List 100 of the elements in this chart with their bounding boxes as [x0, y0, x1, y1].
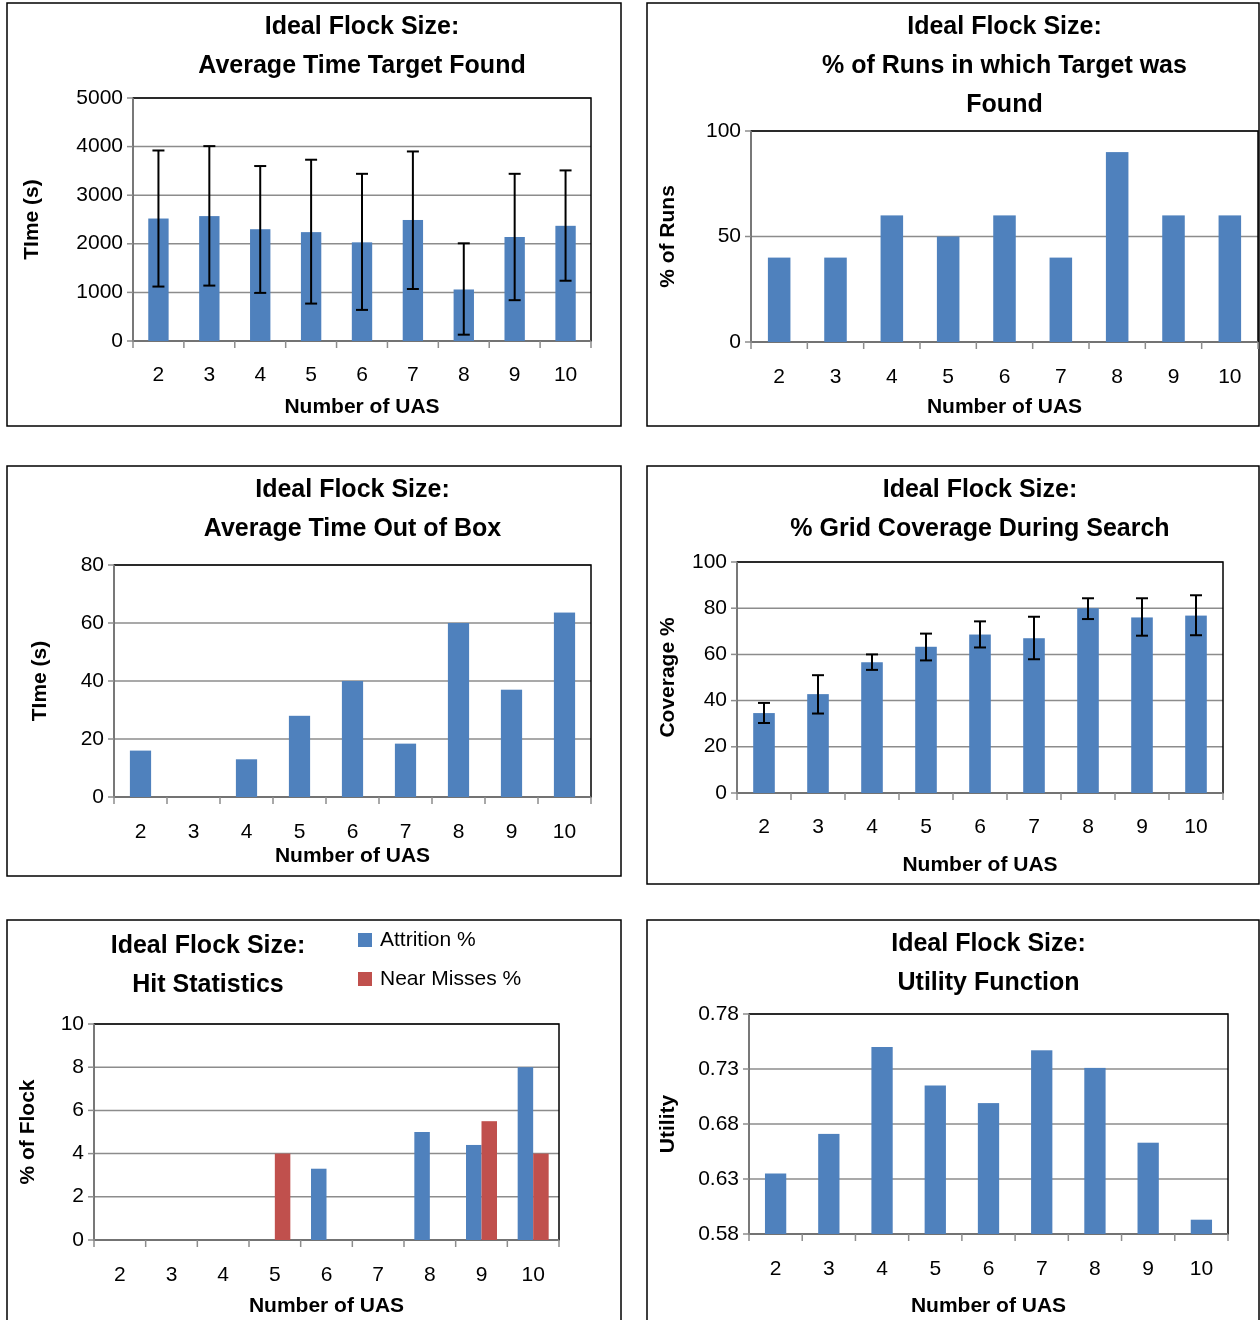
bar — [500, 689, 523, 797]
y-tick-label: 0.63 — [698, 1165, 739, 1189]
y-axis-title: TIme (s) — [18, 179, 42, 260]
x-axis-title: Number of UAS — [274, 842, 431, 866]
x-tick-label: 5 — [929, 1255, 942, 1279]
bar — [969, 634, 991, 793]
x-tick-label: 7 — [1035, 1255, 1048, 1279]
x-tick-label: 2 — [152, 361, 165, 385]
bar — [1049, 257, 1073, 342]
y-tick-label: 80 — [80, 551, 104, 575]
y-tick-label: 8 — [72, 1053, 84, 1077]
y-tick-label: 4000 — [76, 133, 123, 157]
bar — [402, 219, 424, 341]
bar — [1218, 215, 1242, 342]
bar — [915, 646, 937, 793]
y-tick-label: 5000 — [76, 84, 123, 108]
x-tick-label: 9 — [1167, 363, 1180, 387]
x-tick-label: 8 — [423, 1261, 436, 1285]
y-tick-label: 0 — [92, 783, 104, 807]
x-tick-label: 9 — [1136, 813, 1148, 837]
y-tick-label: 2000 — [76, 230, 123, 254]
y-tick-label: 100 — [691, 548, 727, 572]
bar — [753, 713, 775, 793]
x-tick-label: 5 — [920, 813, 932, 837]
bar — [1077, 608, 1099, 793]
chart-title: Ideal Flock Size: % of Runs in which Target was Found — [822, 10, 1187, 117]
bar — [1023, 638, 1045, 793]
y-tick-label: 3000 — [76, 181, 123, 205]
x-tick-label: 7 — [407, 361, 419, 385]
x-tick-label: 4 — [217, 1261, 230, 1285]
x-tick-label: 7 — [1054, 363, 1067, 387]
x-axis-title: Number of UAS — [284, 393, 440, 417]
x-tick-label: 3 — [829, 363, 842, 387]
y-tick-label: 0.73 — [698, 1055, 739, 1079]
bar — [936, 236, 960, 342]
y-tick-label: 50 — [717, 223, 741, 247]
x-tick-label: 9 — [505, 818, 518, 842]
x-tick-label: 10 — [1189, 1255, 1214, 1279]
y-axis-title: Coverage % — [654, 617, 678, 738]
x-tick-label: 7 — [1028, 813, 1040, 837]
x-tick-label: 6 — [356, 361, 368, 385]
bar — [394, 743, 417, 797]
x-tick-label: 10 — [1218, 363, 1242, 387]
bar — [1131, 617, 1153, 793]
y-tick-label: 60 — [80, 609, 104, 633]
x-tick-label: 5 — [942, 363, 955, 387]
bar — [861, 662, 883, 793]
bar — [148, 218, 169, 341]
x-tick-label: 3 — [165, 1261, 178, 1285]
bar — [880, 215, 904, 342]
x-tick-label: 6 — [998, 363, 1011, 387]
y-tick-label: 6 — [72, 1096, 84, 1120]
y-tick-label: 0.78 — [698, 1000, 739, 1024]
bar — [517, 1067, 534, 1240]
bar — [199, 216, 220, 341]
bar — [274, 1153, 291, 1240]
bar — [235, 759, 258, 797]
y-tick-label: 100 — [705, 117, 741, 141]
x-tick-label: 9 — [1142, 1255, 1155, 1279]
x-tick-label: 6 — [982, 1255, 995, 1279]
y-tick-label: 10 — [60, 1010, 84, 1034]
bar — [993, 215, 1016, 342]
legend-label: Near Misses % — [380, 965, 522, 989]
y-tick-label: 0 — [729, 328, 741, 352]
x-tick-label: 3 — [822, 1255, 835, 1279]
y-tick-label: 0 — [111, 327, 123, 351]
bar — [504, 237, 525, 341]
bar — [767, 257, 791, 342]
x-tick-label: 6 — [346, 818, 359, 842]
x-tick-label: 2 — [758, 813, 770, 837]
x-tick-label: 8 — [1111, 363, 1124, 387]
bar — [453, 289, 474, 341]
x-tick-label: 3 — [812, 813, 824, 837]
y-axis-title: TIme (s) — [26, 640, 50, 722]
bar — [447, 623, 470, 797]
x-tick-label: 4 — [240, 818, 253, 842]
y-tick-label: 0.58 — [698, 1220, 739, 1244]
y-tick-label: 80 — [703, 594, 727, 618]
bar — [555, 225, 576, 341]
bar — [1162, 215, 1185, 342]
y-tick-label: 1000 — [76, 278, 123, 302]
chart-title: Ideal Flock Size: % Grid Coverage During Search — [790, 473, 1170, 541]
chart-title: Ideal Flock Size: Average Time Out of Box — [203, 473, 502, 541]
bar — [824, 257, 847, 342]
bar — [250, 229, 271, 341]
x-tick-label: 6 — [974, 813, 986, 837]
bar — [481, 1121, 497, 1240]
x-tick-label: 5 — [305, 361, 317, 385]
x-tick-label: 4 — [866, 813, 879, 837]
x-axis-title: Number of UAS — [248, 1292, 405, 1316]
x-tick-label: 8 — [1082, 813, 1094, 837]
y-tick-label: 4 — [72, 1140, 85, 1164]
x-axis-title: Number of UAS — [902, 851, 1058, 875]
bar — [553, 612, 576, 797]
bar — [807, 694, 829, 793]
x-tick-label: 6 — [320, 1261, 333, 1285]
y-tick-label: 2 — [72, 1183, 84, 1207]
x-axis-title: Number of UAS — [910, 1292, 1067, 1316]
bar — [300, 232, 322, 341]
x-tick-label: 10 — [553, 361, 578, 385]
